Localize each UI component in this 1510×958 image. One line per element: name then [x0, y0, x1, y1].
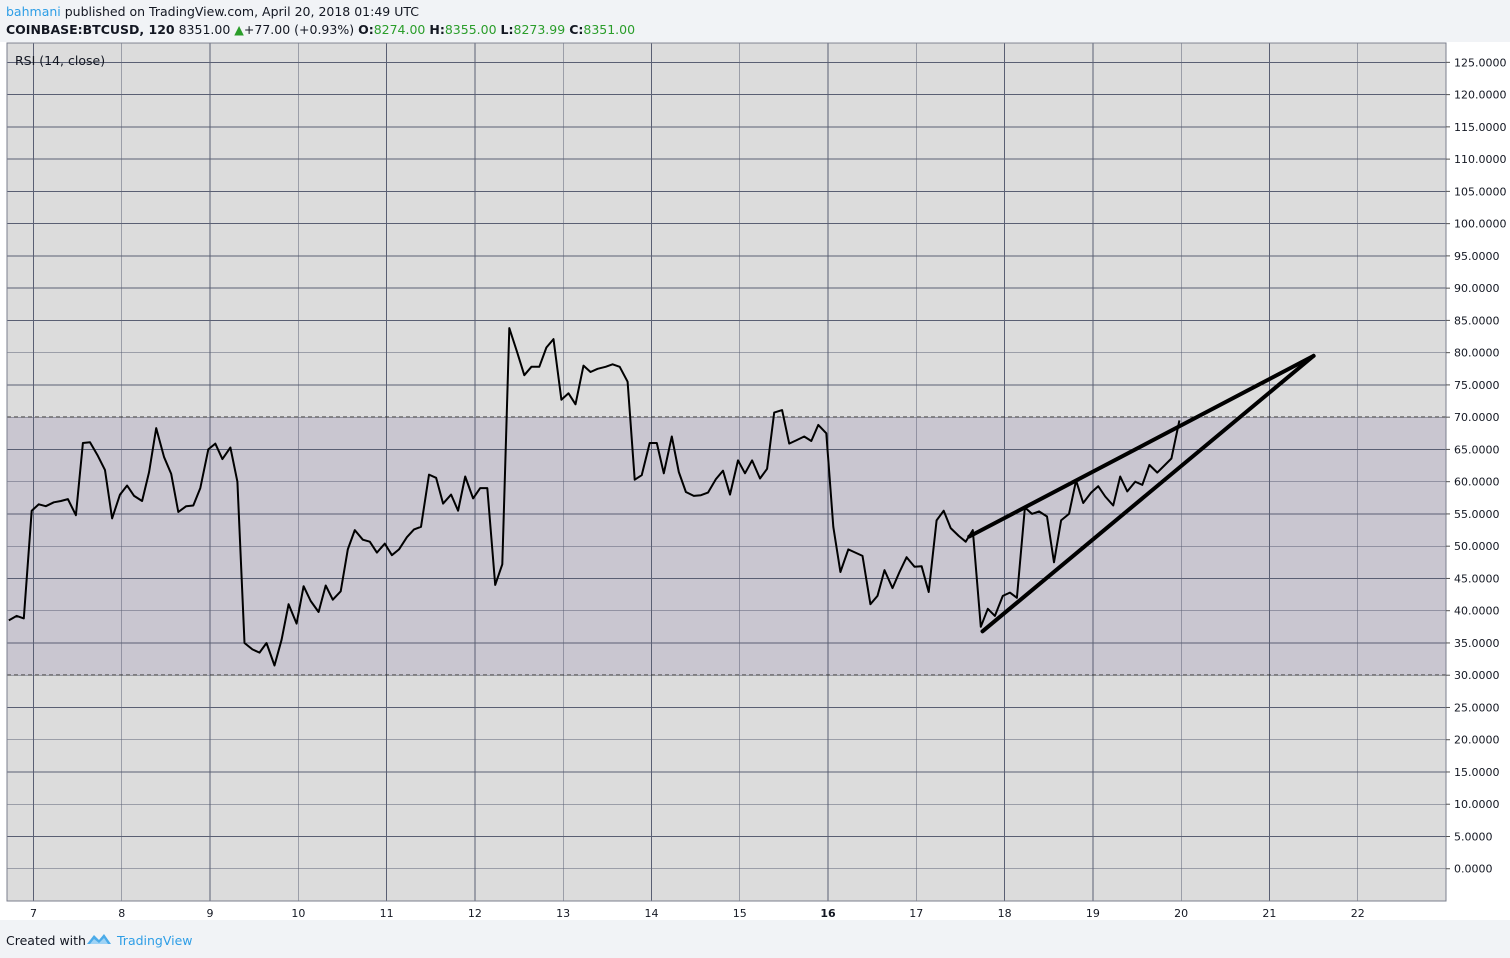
y-tick-label: 60.0000: [1454, 476, 1500, 489]
y-tick-label: 15.0000: [1454, 766, 1500, 779]
y-tick-label: 50.0000: [1454, 540, 1500, 553]
open-value: 8274.00: [373, 22, 426, 37]
rsi-chart[interactable]: RSI (14, close) 125.0000120.0000115.00001…: [0, 42, 1510, 920]
open-label: O:: [358, 22, 374, 37]
price-scale-panel: [1446, 42, 1510, 920]
y-tick-label: 40.0000: [1454, 605, 1500, 618]
x-tick-label: 18: [998, 907, 1012, 920]
x-tick-label: 15: [733, 907, 747, 920]
y-tick-label: 100.0000: [1454, 218, 1507, 231]
low-value: 8273.99: [513, 22, 566, 37]
close-value: 8351.00: [583, 22, 636, 37]
y-tick-label: 120.0000: [1454, 89, 1507, 102]
y-tick-label: 45.0000: [1454, 572, 1500, 585]
x-tick-label: 8: [118, 907, 125, 920]
created-with-text: Created with: [6, 933, 86, 948]
close-label: C:: [569, 22, 584, 37]
x-tick-label: 10: [291, 907, 305, 920]
y-tick-label: 125.0000: [1454, 56, 1507, 69]
symbol-name: COINBASE:BTCUSD, 120: [6, 22, 175, 37]
indicator-label: RSI (14, close): [15, 53, 105, 68]
y-tick-label: 55.0000: [1454, 508, 1500, 521]
low-label: L:: [500, 22, 514, 37]
y-tick-label: 25.0000: [1454, 701, 1500, 714]
up-arrow-icon: ▲: [234, 22, 244, 37]
y-tick-label: 90.0000: [1454, 282, 1500, 295]
plot-border: [6, 42, 1447, 902]
y-tick-label: 110.0000: [1454, 153, 1507, 166]
x-tick-label: 19: [1086, 907, 1100, 920]
last-price: 8351.00: [178, 22, 231, 37]
y-tick-label: 20.0000: [1454, 734, 1500, 747]
y-tick-label: 65.0000: [1454, 443, 1500, 456]
x-tick-label: 17: [909, 907, 923, 920]
y-tick-label: 70.0000: [1454, 411, 1500, 424]
chart-header: bahmani published on TradingView.com, Ap…: [0, 0, 1510, 42]
y-tick-label: 5.0000: [1454, 830, 1493, 843]
y-tick-label: 35.0000: [1454, 637, 1500, 650]
x-tick-label: 7: [30, 907, 37, 920]
tradingview-logo-icon: [87, 934, 111, 944]
x-tick-label: 16: [820, 907, 836, 920]
upper-trendline: [967, 353, 1316, 539]
high-value: 8355.00: [444, 22, 497, 37]
lower-trendline: [980, 353, 1316, 634]
y-tick-label: 75.0000: [1454, 379, 1500, 392]
x-tick-label: 22: [1351, 907, 1365, 920]
y-tick-label: 0.0000: [1454, 863, 1493, 876]
y-tick-label: 85.0000: [1454, 314, 1500, 327]
publish-line: bahmani published on TradingView.com, Ap…: [6, 4, 419, 19]
rsi-line: [8, 327, 1181, 667]
y-tick-label: 115.0000: [1454, 121, 1507, 134]
y-tick-label: 30.0000: [1454, 669, 1500, 682]
high-label: H:: [429, 22, 445, 37]
y-tick-label: 80.0000: [1454, 347, 1500, 360]
x-tick-label: 9: [207, 907, 214, 920]
x-tick-label: 11: [380, 907, 394, 920]
grid-lines: [7, 43, 1446, 901]
x-tick-label: 14: [644, 907, 658, 920]
symbol-line: COINBASE:BTCUSD, 120 8351.00 ▲+77.00 (+0…: [6, 22, 635, 37]
price-change: +77.00 (+0.93%): [243, 22, 355, 37]
time-scale-panel: [0, 901, 1510, 920]
x-tick-label: 20: [1174, 907, 1188, 920]
published-text: published on TradingView.com, April 20, …: [64, 4, 420, 19]
tradingview-brand-link[interactable]: TradingView: [117, 933, 193, 948]
author-link[interactable]: bahmani: [6, 4, 61, 19]
y-tick-label: 95.0000: [1454, 250, 1500, 263]
x-tick-label: 12: [468, 907, 482, 920]
y-tick-label: 10.0000: [1454, 798, 1500, 811]
y-tick-label: 105.0000: [1454, 185, 1507, 198]
chart-footer: Created with TradingView: [0, 920, 1510, 958]
x-tick-label: 21: [1262, 907, 1276, 920]
x-tick-label: 13: [556, 907, 570, 920]
